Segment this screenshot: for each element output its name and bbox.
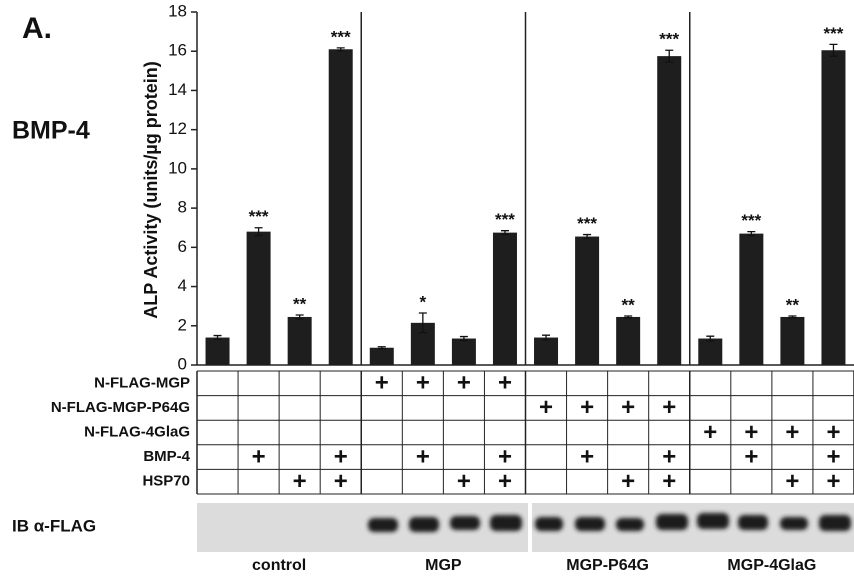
significance-label: *** [824, 24, 844, 43]
table-cell: + [498, 468, 512, 495]
significance-label: *** [659, 30, 679, 49]
table-cell: + [744, 443, 758, 470]
error-bar [337, 48, 345, 51]
table-cell: + [703, 419, 717, 446]
y-tick-label: 12 [168, 119, 187, 138]
table-cell: + [375, 370, 389, 397]
table-cell: + [826, 443, 840, 470]
bar [616, 317, 640, 365]
significance-label: *** [577, 214, 597, 233]
significance-label: *** [331, 27, 351, 46]
error-bar [583, 235, 591, 239]
significance-label: *** [741, 211, 761, 230]
bar [329, 49, 353, 365]
table-cell: + [457, 370, 471, 397]
y-tick-label: 8 [178, 198, 187, 217]
table-cell: + [785, 419, 799, 446]
table-cell: + [580, 394, 594, 421]
y-tick-label: 18 [168, 1, 187, 20]
table-cell: + [826, 468, 840, 495]
bar [698, 339, 722, 365]
group-label: MGP-4GlaG [727, 557, 816, 574]
group-label: MGP [425, 557, 462, 574]
significance-label: *** [495, 210, 515, 229]
significance-label: ** [786, 295, 800, 314]
row-label: N-FLAG-4GlaG [84, 423, 190, 440]
y-tick-label: 10 [168, 158, 187, 177]
y-tick-label: 6 [178, 237, 187, 256]
y-tick-label: 0 [178, 354, 187, 373]
row-label: N-FLAG-MGP-P64G [51, 399, 190, 416]
group-label: MGP-P64G [566, 557, 649, 574]
error-bar [624, 316, 632, 318]
table-cell: + [293, 468, 307, 495]
bar [247, 232, 271, 365]
bar [452, 339, 476, 365]
row-label: N-FLAG-MGP [94, 374, 190, 391]
blot [197, 503, 854, 552]
table-cell: + [580, 443, 594, 470]
row-label: BMP-4 [143, 448, 190, 465]
panel-label: A. [22, 12, 52, 45]
table-cell: + [334, 443, 348, 470]
y-tick-label: 2 [178, 315, 187, 334]
table-cell: + [416, 370, 430, 397]
bar [739, 234, 763, 365]
table-cell: + [252, 443, 266, 470]
table-cell: + [457, 468, 471, 495]
table-cell: + [416, 443, 430, 470]
bar [288, 317, 312, 365]
group-label: control [252, 557, 306, 574]
row-label: HSP70 [142, 473, 190, 490]
bar [534, 338, 558, 365]
table-cell: + [744, 419, 758, 446]
bar [821, 50, 845, 365]
table-cell: + [826, 419, 840, 446]
table-cell: + [785, 468, 799, 495]
table-cell: + [621, 394, 635, 421]
y-axis-label: ALP Activity (units/µg protein) [141, 61, 161, 318]
significance-label: ** [293, 294, 307, 313]
bar [575, 237, 599, 365]
table-cell: + [662, 468, 676, 495]
table-cell: + [662, 443, 676, 470]
y-tick-label: 14 [168, 80, 187, 99]
blot-label: IB α-FLAG [12, 516, 96, 535]
significance-label: ** [622, 295, 636, 314]
table-cell: + [662, 394, 676, 421]
error-bar [296, 315, 304, 319]
table-cell: + [539, 394, 553, 421]
figure: A. BMP-4 ALP Activity (units/µg protein)… [0, 0, 854, 579]
treatment-label: BMP-4 [12, 117, 90, 145]
error-bar [788, 316, 796, 318]
table-cell: + [621, 468, 635, 495]
bar [370, 348, 394, 365]
y-tick-label: 16 [168, 41, 187, 60]
y-tick-label: 4 [178, 276, 187, 295]
bar [493, 233, 517, 365]
bar [657, 56, 681, 365]
table-cell: + [498, 370, 512, 397]
bar [780, 317, 804, 365]
table-cell: + [334, 468, 348, 495]
bar [206, 338, 230, 365]
significance-label: *** [249, 207, 269, 226]
significance-label: * [420, 293, 427, 312]
table-cell: + [498, 443, 512, 470]
